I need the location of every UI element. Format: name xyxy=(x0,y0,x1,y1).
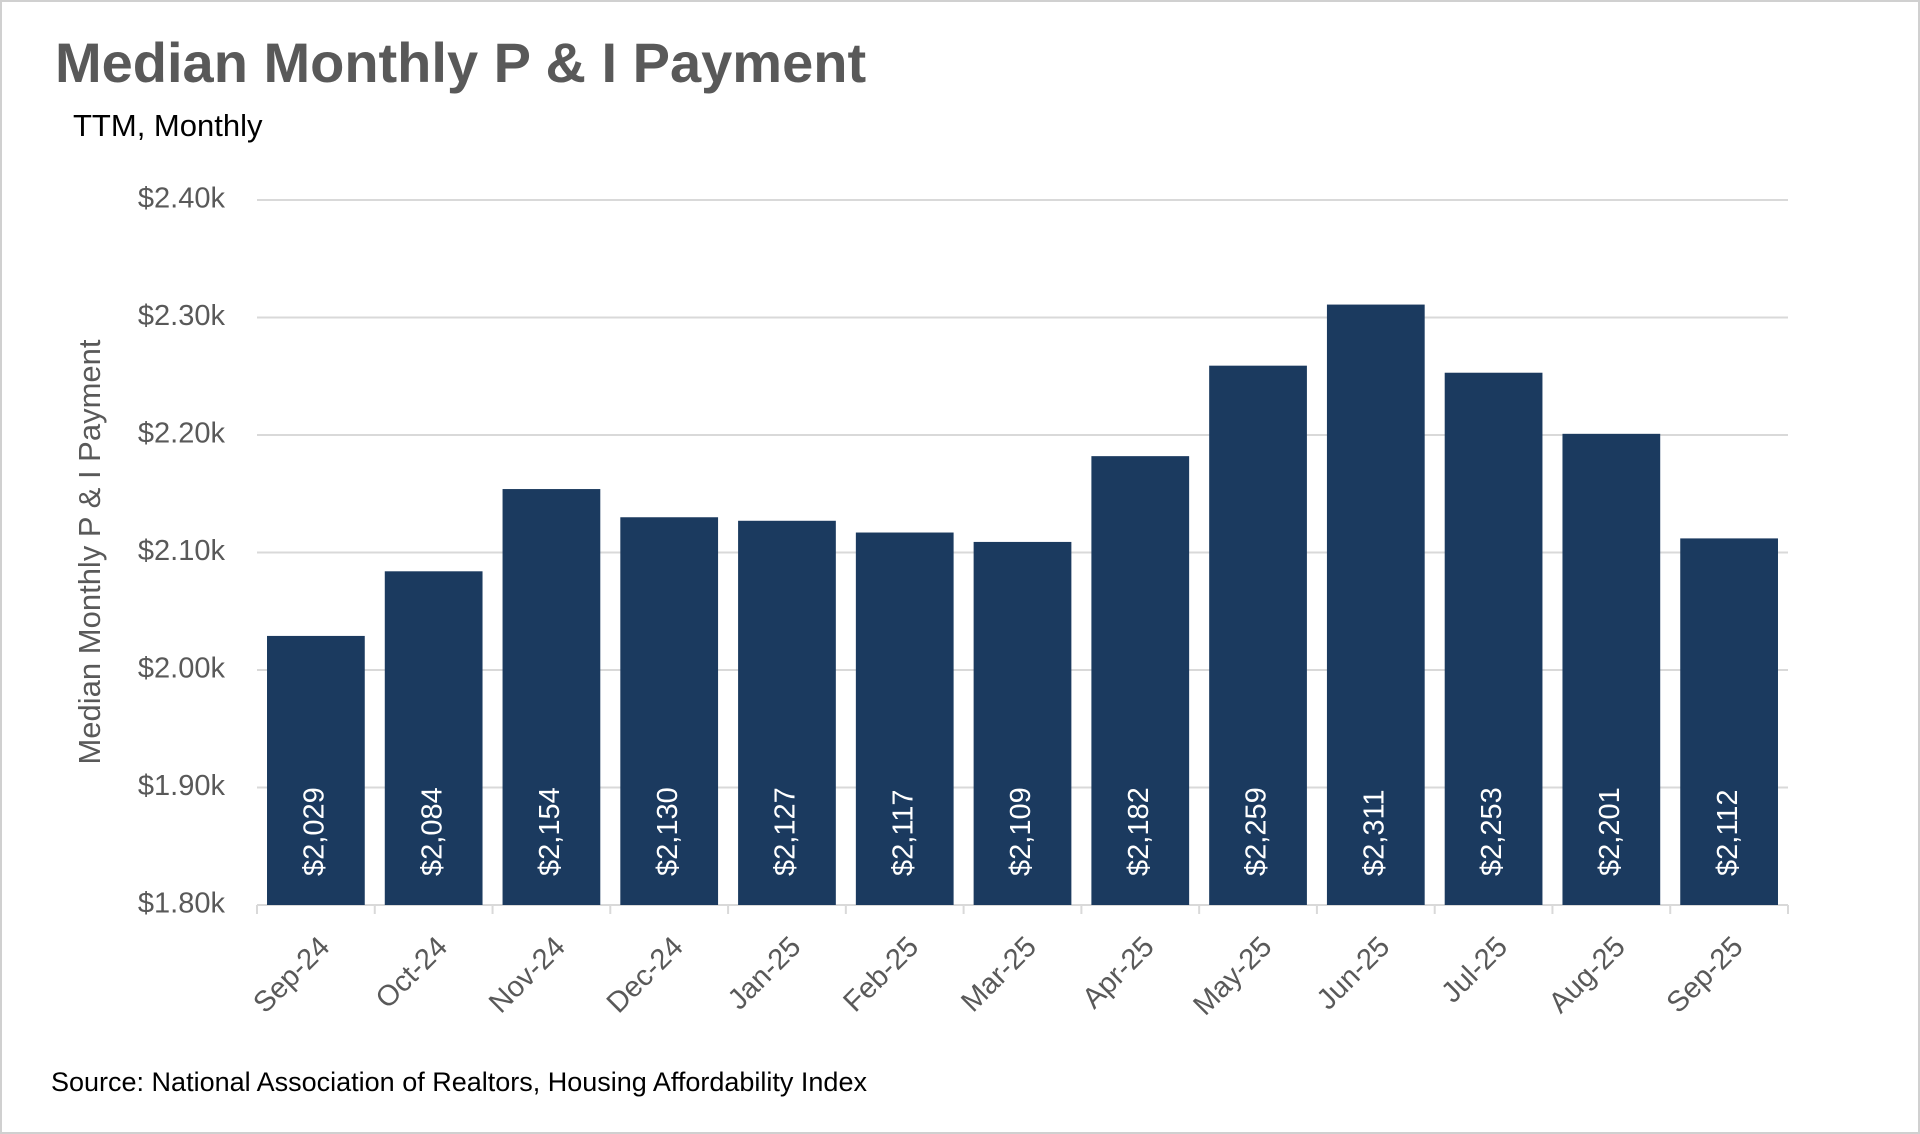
bar xyxy=(620,517,719,905)
y-tick-label: $2.00k xyxy=(138,653,226,685)
data-label: $2,117 xyxy=(887,789,919,876)
y-tick-label: $1.90k xyxy=(138,770,226,802)
y-tick-label: $2.10k xyxy=(138,535,226,567)
bar xyxy=(1680,538,1778,905)
source-note: Source: National Association of Realtors… xyxy=(51,1067,867,1097)
data-label: $2,154 xyxy=(534,787,566,876)
bar xyxy=(1326,304,1425,905)
y-tick-label: $2.20k xyxy=(138,418,226,450)
data-label: $2,029 xyxy=(299,787,331,876)
data-label: $2,311 xyxy=(1358,789,1390,876)
data-label: $2,182 xyxy=(1123,787,1155,876)
bar xyxy=(1562,433,1661,905)
bar xyxy=(384,571,483,905)
bar xyxy=(1091,456,1190,905)
chart-title: Median Monthly P & I Payment xyxy=(55,31,866,94)
y-tick-label: $2.40k xyxy=(138,183,226,215)
chart-subtitle: TTM, Monthly xyxy=(73,108,263,143)
bar xyxy=(1209,365,1307,905)
bar xyxy=(855,532,954,905)
data-label: $2,130 xyxy=(652,787,684,876)
data-label: $2,109 xyxy=(1005,787,1037,876)
bar xyxy=(973,541,1072,905)
data-label: $2,127 xyxy=(770,787,802,876)
bar xyxy=(502,489,601,905)
data-label: $2,201 xyxy=(1594,787,1626,876)
data-label: $2,253 xyxy=(1476,787,1508,876)
data-label: $2,112 xyxy=(1712,789,1744,876)
bar xyxy=(738,520,836,905)
bar xyxy=(1444,372,1543,906)
y-tick-label: $1.80k xyxy=(138,888,226,920)
y-axis-label: Median Monthly P & I Payment xyxy=(72,339,107,764)
data-label: $2,084 xyxy=(416,787,448,876)
data-label: $2,259 xyxy=(1241,787,1273,876)
bar xyxy=(267,635,365,905)
y-tick-label: $2.30k xyxy=(138,300,226,332)
